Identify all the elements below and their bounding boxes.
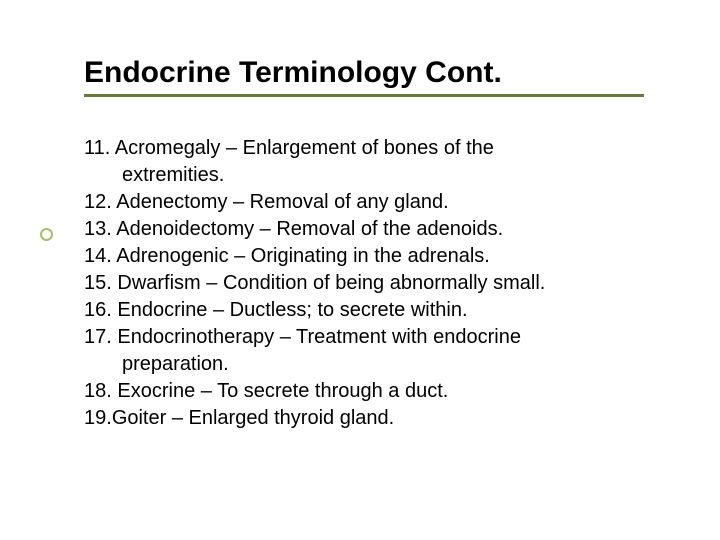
item-num: 18. — [84, 380, 112, 402]
list-item: 12. Adenectomy – Removal of any gland. — [84, 189, 660, 216]
item-text: Adenoidectomy – Removal of the adenoids. — [116, 218, 503, 240]
list-item: 13. Adenoidectomy – Removal of the adeno… — [84, 216, 660, 243]
item-wrap: extremities. — [84, 162, 660, 189]
item-text: Adenectomy – Removal of any gland. — [116, 191, 448, 213]
item-text: Adrenogenic – Originating in the adrenal… — [116, 245, 490, 267]
list-item: 15. Dwarfism – Condition of being abnorm… — [84, 270, 660, 297]
list-item: 14. Adrenogenic – Originating in the adr… — [84, 243, 660, 270]
item-num: 19. — [84, 407, 112, 429]
item-wrap: preparation. — [84, 351, 660, 378]
slide-title: Endocrine Terminology Cont. — [84, 56, 660, 90]
slide: Endocrine Terminology Cont. 11. Acromega… — [0, 0, 720, 540]
item-num: 15. — [84, 272, 112, 294]
item-num: 13. — [84, 218, 112, 240]
item-text: Endocrinotherapy – Treatment with endocr… — [117, 326, 521, 348]
list-item: 19.Goiter – Enlarged thyroid gland. — [84, 405, 660, 432]
item-num: 16. — [84, 299, 112, 321]
item-num: 14. — [84, 245, 112, 267]
item-text: Endocrine – Ductless; to secrete within. — [117, 299, 467, 321]
item-num: 17. — [84, 326, 112, 348]
item-text: Exocrine – To secrete through a duct. — [117, 380, 448, 402]
item-text: Acromegaly – Enlargement of bones of the — [115, 137, 494, 159]
item-text: Dwarfism – Condition of being abnormally… — [117, 272, 545, 294]
title-underline — [84, 94, 644, 97]
item-num: 12. — [84, 191, 112, 213]
bullet-icon — [40, 228, 53, 241]
list-item: 11. Acromegaly – Enlargement of bones of… — [84, 135, 660, 162]
content-block: 11. Acromegaly – Enlargement of bones of… — [84, 135, 660, 432]
item-text: Goiter – Enlarged thyroid gland. — [112, 407, 394, 429]
item-num: 11. — [84, 137, 110, 159]
list-item: 17. Endocrinotherapy – Treatment with en… — [84, 324, 660, 351]
list-item: 16. Endocrine – Ductless; to secrete wit… — [84, 297, 660, 324]
list-item: 18. Exocrine – To secrete through a duct… — [84, 378, 660, 405]
